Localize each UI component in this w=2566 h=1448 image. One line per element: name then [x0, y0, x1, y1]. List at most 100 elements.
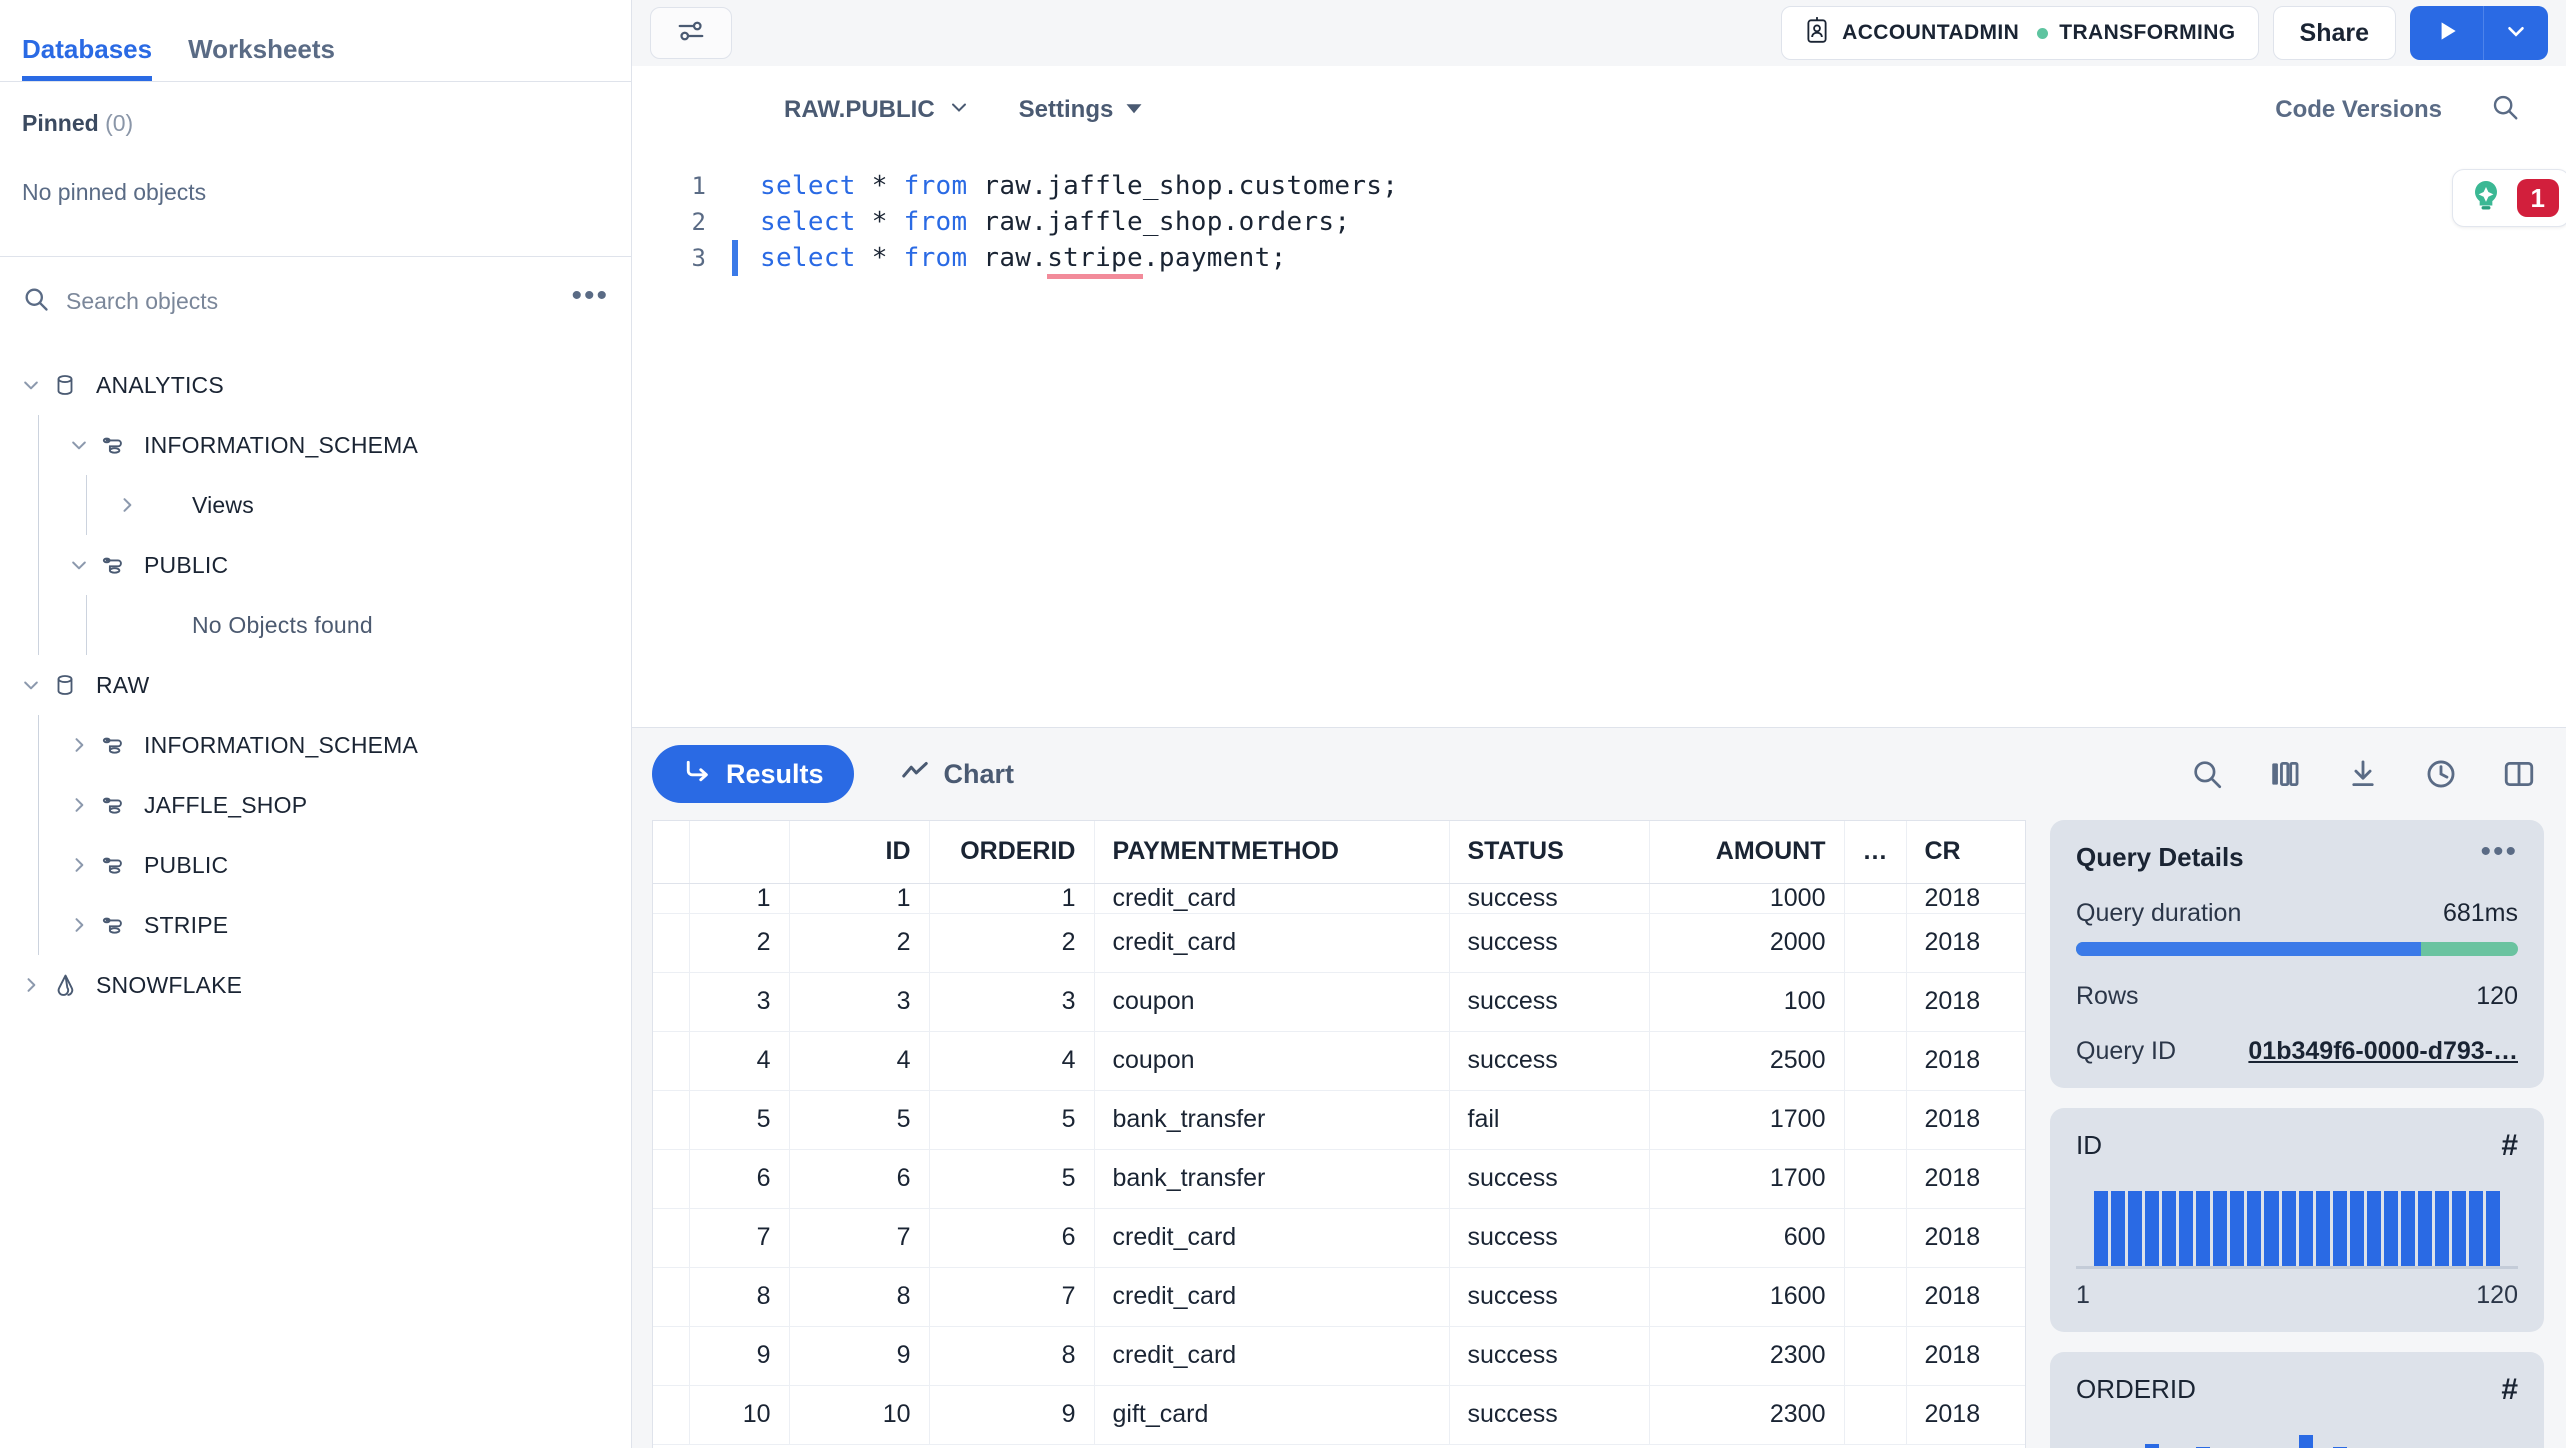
col-paymentmethod[interactable]: PAYMENTMETHOD: [1094, 821, 1450, 884]
cell-status[interactable]: success: [1449, 1385, 1650, 1445]
cell-paymentmethod[interactable]: credit_card: [1094, 883, 1450, 914]
columns-icon[interactable]: [2268, 757, 2302, 791]
cell-id[interactable]: 7: [789, 1208, 930, 1268]
context-selector[interactable]: ACCOUNTADMIN TRANSFORMING: [1781, 6, 2259, 60]
split-panel-icon[interactable]: [2502, 757, 2536, 791]
tab-worksheets[interactable]: Worksheets: [188, 34, 335, 64]
cell-orderid[interactable]: 6: [929, 1208, 1095, 1268]
cell-orderid[interactable]: 3: [929, 972, 1095, 1032]
table-row[interactable]: 3 3 3 coupon success 100 2018: [653, 972, 2025, 1032]
cell-overflow[interactable]: [1844, 972, 1907, 1032]
editor-search-button[interactable]: [2490, 92, 2520, 129]
cell-rownum[interactable]: 7: [689, 1208, 790, 1268]
col-overflow-icon[interactable]: …: [1844, 821, 1907, 884]
cell-amount[interactable]: 600: [1649, 1208, 1845, 1268]
cell-id[interactable]: 10: [789, 1385, 930, 1445]
table-row[interactable]: 4 4 4 coupon success 2500 2018: [653, 1031, 2025, 1091]
cell-created[interactable]: 2018: [1906, 972, 2025, 1032]
cell-rownum[interactable]: 10: [689, 1385, 790, 1445]
results-grid[interactable]: ID ORDERID PAYMENTMETHOD STATUS AMOUNT ……: [652, 820, 2026, 1448]
table-row[interactable]: 9 9 8 credit_card success 2300 2018: [653, 1326, 2025, 1386]
cell-overflow[interactable]: [1844, 1385, 1907, 1445]
run-button[interactable]: [2410, 6, 2484, 60]
cell-rownum[interactable]: 2: [689, 913, 790, 973]
search-input[interactable]: [66, 287, 556, 315]
cell-paymentmethod[interactable]: gift_card: [1094, 1385, 1450, 1445]
cell-status[interactable]: success: [1449, 1326, 1650, 1386]
cell-created[interactable]: 2018: [1906, 1385, 2025, 1445]
cell-status[interactable]: success: [1449, 1208, 1650, 1268]
cell-overflow[interactable]: [1844, 1090, 1907, 1150]
cell-gutter[interactable]: [653, 913, 690, 973]
cell-status[interactable]: success: [1449, 913, 1650, 973]
cell-created[interactable]: 2018: [1906, 1090, 2025, 1150]
query-id-value[interactable]: 01b349f6-0000-d793-…: [2248, 1037, 2518, 1065]
sql-editor[interactable]: 1 select * from raw.jaffle_shop.customers…: [632, 154, 2566, 728]
cell-gutter[interactable]: [653, 972, 690, 1032]
tab-databases[interactable]: Databases: [22, 36, 153, 81]
cell-orderid[interactable]: 1: [929, 883, 1095, 914]
cell-rownum[interactable]: 1: [689, 883, 790, 914]
col-status[interactable]: STATUS: [1449, 821, 1650, 884]
cell-amount[interactable]: 1700: [1649, 1149, 1845, 1209]
table-row[interactable]: 10 10 9 gift_card success 2300 2018: [653, 1385, 2025, 1445]
code-versions-button[interactable]: Code Versions: [2275, 96, 2442, 123]
code-line[interactable]: 2 select * from raw.jaffle_shop.orders;: [632, 204, 2566, 240]
cell-paymentmethod[interactable]: bank_transfer: [1094, 1090, 1450, 1150]
cell-paymentmethod[interactable]: credit_card: [1094, 1326, 1450, 1386]
chevron-right-icon[interactable]: [62, 728, 96, 762]
run-options-button[interactable]: [2484, 6, 2548, 60]
chevron-right-icon[interactable]: [62, 908, 96, 942]
cell-rownum[interactable]: 4: [689, 1031, 790, 1091]
cell-id[interactable]: 2: [789, 913, 930, 973]
role-badge[interactable]: ACCOUNTADMIN: [1804, 16, 2019, 50]
cell-created[interactable]: 2018: [1906, 1326, 2025, 1386]
tree-item-snowflake[interactable]: SNOWFLAKE: [0, 955, 631, 1015]
share-button[interactable]: Share: [2272, 6, 2396, 60]
tab-chart[interactable]: Chart: [870, 745, 1045, 803]
cell-amount[interactable]: 2300: [1649, 1326, 1845, 1386]
tree-item-public[interactable]: PUBLIC: [0, 535, 631, 595]
cell-status[interactable]: fail: [1449, 1090, 1650, 1150]
code-text[interactable]: select * from raw.stripe.payment;: [742, 243, 1287, 279]
code-text[interactable]: select * from raw.jaffle_shop.orders;: [742, 207, 1350, 237]
cell-id[interactable]: 4: [789, 1031, 930, 1091]
tree-item-views[interactable]: Views: [0, 475, 631, 535]
code-area[interactable]: 1 select * from raw.jaffle_shop.customers…: [632, 154, 2566, 279]
cell-status[interactable]: success: [1449, 883, 1650, 914]
cell-created[interactable]: 2018: [1906, 1208, 2025, 1268]
cell-overflow[interactable]: [1844, 1267, 1907, 1327]
cell-paymentmethod[interactable]: coupon: [1094, 1031, 1450, 1091]
cell-gutter[interactable]: [653, 883, 690, 914]
table-row[interactable]: 2 2 2 credit_card success 2000 2018: [653, 913, 2025, 973]
cell-rownum[interactable]: 8: [689, 1267, 790, 1327]
history-icon[interactable]: [2424, 757, 2458, 791]
cell-id[interactable]: 5: [789, 1090, 930, 1150]
col-orderid[interactable]: ORDERID: [929, 821, 1095, 884]
cell-gutter[interactable]: [653, 1208, 690, 1268]
cell-rownum[interactable]: 9: [689, 1326, 790, 1386]
sidebar-more-icon[interactable]: •••: [571, 279, 609, 312]
cell-gutter[interactable]: [653, 1149, 690, 1209]
download-icon[interactable]: [2346, 757, 2380, 791]
chevron-right-icon[interactable]: [14, 968, 48, 1002]
cell-orderid[interactable]: 8: [929, 1326, 1095, 1386]
lint-badge[interactable]: 1: [2451, 169, 2566, 227]
cell-paymentmethod[interactable]: coupon: [1094, 972, 1450, 1032]
tree-item-raw[interactable]: RAW: [0, 655, 631, 715]
chevron-right-icon[interactable]: [110, 488, 144, 522]
cell-overflow[interactable]: [1844, 1208, 1907, 1268]
code-text[interactable]: select * from raw.jaffle_shop.customers;: [742, 171, 1398, 201]
chevron-down-icon[interactable]: [14, 668, 48, 702]
cell-gutter[interactable]: [653, 1385, 690, 1445]
cell-amount[interactable]: 2300: [1649, 1385, 1845, 1445]
cell-orderid[interactable]: 2: [929, 913, 1095, 973]
cell-id[interactable]: 3: [789, 972, 930, 1032]
cell-overflow[interactable]: [1844, 913, 1907, 973]
cell-id[interactable]: 9: [789, 1326, 930, 1386]
code-line[interactable]: 1 select * from raw.jaffle_shop.customers…: [632, 168, 2566, 204]
table-row[interactable]: 8 8 7 credit_card success 1600 2018: [653, 1267, 2025, 1327]
cell-orderid[interactable]: 5: [929, 1149, 1095, 1209]
cell-amount[interactable]: 1700: [1649, 1090, 1845, 1150]
cell-orderid[interactable]: 7: [929, 1267, 1095, 1327]
